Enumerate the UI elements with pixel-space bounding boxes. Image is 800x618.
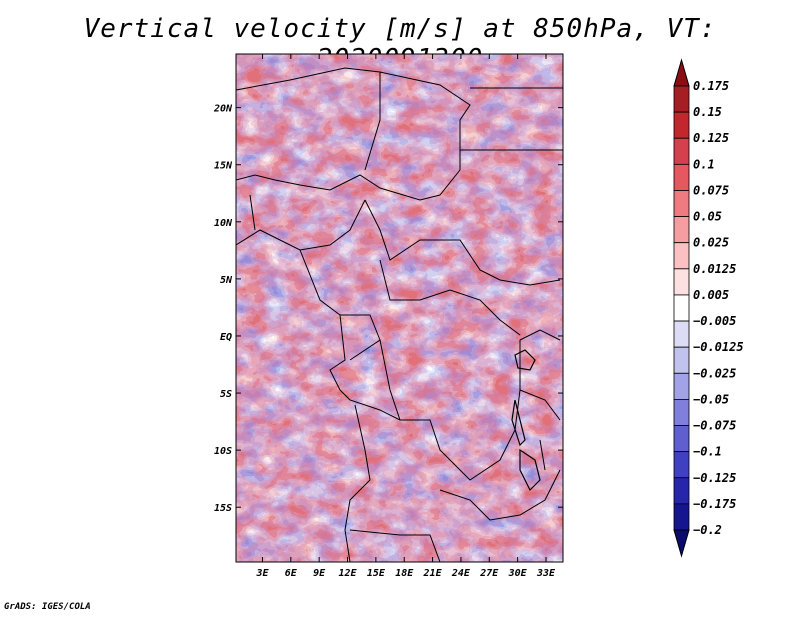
x-tick-label: 21E bbox=[423, 568, 443, 579]
colorbar-label: 0.175 bbox=[693, 79, 729, 93]
x-tick-label: 9E bbox=[313, 568, 326, 579]
colorbar-segment bbox=[673, 425, 690, 453]
country-borders bbox=[236, 67, 563, 562]
colorbar-bottom-arrow bbox=[673, 529, 690, 558]
colorbar-segment bbox=[673, 477, 690, 505]
colorbar bbox=[673, 58, 690, 558]
colorbar-labels: 0.175 0.15 0.125 0.1 0.075 0.05 0.025 0.0125 0.0… bbox=[693, 79, 744, 537]
colorbar-segment bbox=[673, 399, 690, 426]
y-tick-label: 10S bbox=[214, 446, 232, 457]
colorbar-label: −0.0125 bbox=[693, 340, 744, 354]
plot-frame bbox=[235, 53, 564, 563]
colorbar-segment bbox=[673, 372, 690, 400]
colorbar-label: 0.05 bbox=[693, 210, 722, 224]
colorbar-segment bbox=[673, 216, 690, 244]
colorbar-label: 0.0125 bbox=[693, 262, 736, 276]
colorbar-label: −0.175 bbox=[693, 497, 736, 511]
colorbar-label: −0.2 bbox=[693, 523, 722, 537]
colorbar-segment bbox=[673, 320, 690, 348]
x-tick-label: 15E bbox=[367, 568, 386, 579]
colorbar-label: 0.025 bbox=[693, 236, 729, 250]
colorbar-label: 0.15 bbox=[693, 105, 722, 119]
colorbar-segment bbox=[673, 451, 690, 479]
colorbar-label: −0.025 bbox=[693, 366, 736, 380]
colorbar-label: −0.005 bbox=[693, 314, 736, 328]
y-tick-label: 20N bbox=[213, 104, 233, 115]
x-tick-label: 27E bbox=[479, 568, 499, 579]
colorbar-segment bbox=[673, 346, 690, 374]
colorbar-label: 0.125 bbox=[693, 131, 729, 145]
colorbar-segment bbox=[673, 163, 690, 191]
colorbar-label: −0.125 bbox=[693, 471, 736, 485]
colorbar-segment bbox=[673, 268, 690, 296]
lake-outlines bbox=[511, 349, 541, 492]
x-tick-label: 33E bbox=[536, 568, 556, 579]
colorbar-label: −0.05 bbox=[693, 392, 729, 406]
x-tick-label: 18E bbox=[395, 568, 414, 579]
y-tick-label: 15N bbox=[214, 161, 233, 172]
velocity-field bbox=[236, 54, 563, 562]
y-axis: 20N 15N 10N 5N EQ 5S 10S 15S bbox=[213, 104, 563, 514]
colorbar-segment bbox=[673, 503, 690, 531]
y-tick-label: 10N bbox=[214, 218, 233, 229]
x-tick-label: 6E bbox=[285, 568, 298, 579]
colorbar-top-arrow bbox=[673, 58, 690, 87]
x-tick-label: 24E bbox=[451, 568, 471, 579]
x-tick-label: 12E bbox=[338, 568, 357, 579]
colorbar-segment bbox=[673, 111, 690, 139]
y-tick-label: 5N bbox=[220, 275, 233, 286]
y-tick-label: 15S bbox=[214, 503, 232, 514]
colorbar-label: −0.075 bbox=[693, 419, 736, 433]
colorbar-label: 0.005 bbox=[693, 288, 729, 302]
colorbar-label: 0.1 bbox=[693, 157, 715, 171]
x-axis: 3E 6E 9E 12E 15E 18E 21E 24E 27E 30E 33E bbox=[255, 54, 556, 579]
colorbar-segment bbox=[673, 85, 690, 113]
footer-credit: GrADS: IGES/COLA bbox=[4, 602, 91, 612]
colorbar-segment bbox=[673, 190, 690, 217]
y-tick-label: 5S bbox=[220, 389, 232, 400]
colorbar-label: −0.1 bbox=[693, 445, 722, 459]
y-tick-label: EQ bbox=[220, 332, 232, 343]
colorbar-segment bbox=[673, 294, 690, 322]
x-tick-label: 30E bbox=[508, 568, 528, 579]
x-tick-label: 3E bbox=[255, 568, 269, 579]
colorbar-segment bbox=[673, 242, 690, 270]
colorbar-label: 0.075 bbox=[693, 183, 729, 197]
colorbar-segment bbox=[673, 137, 690, 165]
